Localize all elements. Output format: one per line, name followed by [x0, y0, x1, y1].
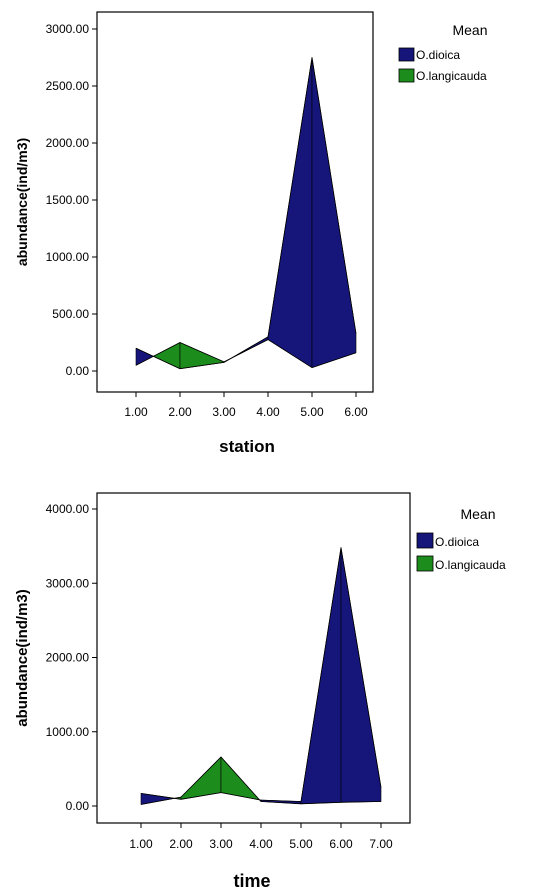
x-tick-label: 5.00	[300, 405, 324, 419]
station-chart: 0.00 500.00 1000.00 1500.00 2000.00 2500.00 30…	[14, 11, 488, 456]
x-tick-label: 3.00	[209, 837, 233, 851]
y-tick-label: 1000.00	[46, 725, 90, 739]
legend-label: O.langicauda	[416, 69, 487, 83]
y-axis-title: abundance(ind/m3)	[14, 138, 30, 266]
x-tick-label: 5.00	[289, 837, 313, 851]
x-tick-label: 4.00	[256, 405, 280, 419]
x-tick-label: 1.00	[129, 837, 153, 851]
y-tick-label: 1000.00	[46, 250, 90, 264]
x-axis-title: station	[219, 437, 275, 456]
y-tick-label: 3000.00	[46, 576, 90, 590]
y-tick-label: 2500.00	[46, 79, 90, 93]
legend-label: O.dioica	[435, 535, 479, 549]
legend-label: O.langicauda	[435, 558, 506, 572]
y-axis-title: abundance(ind/m3)	[14, 589, 31, 727]
legend-swatch	[398, 47, 415, 62]
series-line-o-dioica	[135, 57, 357, 370]
x-tick-label: 7.00	[369, 837, 393, 851]
legend-title: Mean	[452, 22, 487, 38]
y-tick-label: 4000.00	[46, 502, 90, 516]
x-tick-label: 2.00	[168, 405, 192, 419]
x-tick-label: 4.00	[249, 837, 273, 851]
legend-label: O.dioica	[416, 48, 460, 62]
legend-swatch	[416, 532, 434, 549]
y-tick-label: 0.00	[66, 364, 90, 378]
series-line-o-dioica	[140, 547, 382, 802]
x-tick-label: 6.00	[329, 837, 353, 851]
legend-swatch	[416, 555, 434, 572]
y-tick-label: 3000.00	[46, 22, 90, 36]
y-tick-label: 500.00	[52, 307, 89, 321]
y-tick-label: 2000.00	[46, 651, 90, 665]
y-tick-label: 0.00	[66, 799, 90, 813]
x-tick-label: 2.00	[169, 837, 193, 851]
y-tick-label: 1500.00	[46, 193, 90, 207]
x-tick-label: 6.00	[344, 405, 368, 419]
x-tick-label: 3.00	[212, 405, 236, 419]
x-axis-title: time	[233, 871, 270, 891]
series-line-o-langicauda	[135, 339, 357, 368]
legend-swatch	[398, 68, 415, 83]
time-chart: 0.00 1000.00 2000.00 3000.00 4000.00 1.00 2.00…	[14, 492, 506, 891]
legend-title: Mean	[460, 506, 495, 522]
x-tick-label: 1.00	[124, 405, 148, 419]
y-tick-label: 2000.00	[46, 136, 90, 150]
